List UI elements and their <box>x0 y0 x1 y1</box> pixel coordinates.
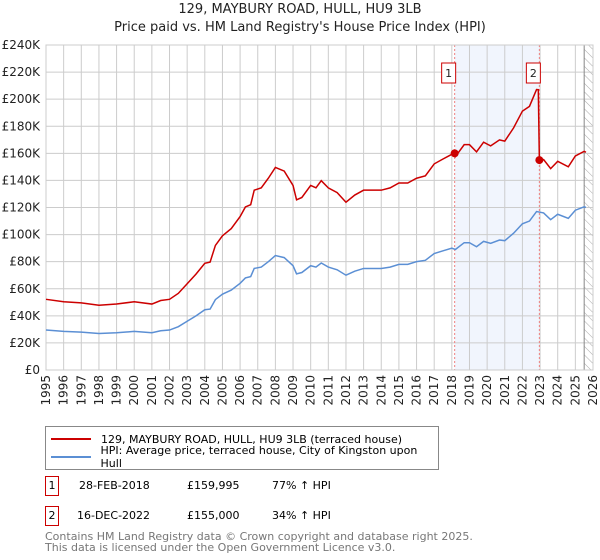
x-tick-label: 2019 <box>462 375 476 406</box>
y-tick-label: £160K <box>2 146 42 160</box>
x-tick-label: 2018 <box>445 375 459 406</box>
x-tick-label: 2024 <box>551 375 565 406</box>
x-tick-label: 2006 <box>233 375 247 406</box>
sale-marker-label: 1 <box>45 476 59 496</box>
x-tick-label: 2017 <box>427 375 441 406</box>
x-tick-label: 2007 <box>251 375 265 406</box>
x-tick-label: 1997 <box>74 375 88 406</box>
property-price-line <box>45 88 587 307</box>
y-tick-label: £60K <box>9 282 41 296</box>
x-tick-label: 2003 <box>180 375 194 406</box>
sale-label: 1 <box>445 67 452 80</box>
y-tick-label: £40K <box>9 309 41 323</box>
sale-point <box>450 149 459 158</box>
x-tick-label: 2014 <box>374 375 388 406</box>
legend-swatch-blue <box>51 456 91 458</box>
legend-label: 129, MAYBURY ROAD, HULL, HU9 3LB (terrac… <box>101 432 403 446</box>
x-tick-label: 2026 <box>586 375 600 406</box>
x-tick-label: 2011 <box>321 375 335 406</box>
y-tick-label: £100K <box>2 228 42 242</box>
x-tick-label: 2001 <box>145 375 159 406</box>
x-tick-label: 2022 <box>515 375 529 406</box>
y-tick-label: £180K <box>2 119 42 133</box>
x-tick-label: 2002 <box>163 375 177 406</box>
legend-item-property: 129, MAYBURY ROAD, HULL, HU9 3LB (terrac… <box>46 431 402 447</box>
y-tick-label: £240K <box>2 38 42 52</box>
sale-date: 16-DEC-2022 <box>77 509 151 522</box>
footer-line: This data is licensed under the Open Gov… <box>45 541 396 554</box>
chart-subtitle: Price paid vs. HM Land Registry's House … <box>114 20 486 35</box>
sale-hpi: 77% ↑ HPI <box>272 479 331 492</box>
y-tick-label: £120K <box>2 201 42 215</box>
x-tick-label: 2008 <box>268 375 282 406</box>
x-tick-label: 2013 <box>357 375 371 406</box>
x-tick-label: 2020 <box>480 375 494 406</box>
x-tick-label: 1999 <box>110 375 124 406</box>
y-tick-label: £200K <box>2 92 42 106</box>
x-tick-label: 2012 <box>339 375 353 406</box>
x-tick-label: 2000 <box>127 375 141 406</box>
legend-swatch-red <box>51 438 91 440</box>
x-tick-label: 2021 <box>498 375 512 406</box>
x-tick-label: 1995 <box>39 375 53 406</box>
sale-label-box <box>441 62 457 84</box>
legend-label: HPI: Average price, terraced house, City… <box>100 444 418 470</box>
x-tick-label: 2016 <box>410 375 424 406</box>
sale-price: £155,000 <box>187 509 240 522</box>
x-tick-label: 2005 <box>215 375 229 406</box>
footer-line: Contains HM Land Registry data © Crown c… <box>45 530 473 543</box>
sale-marker-label: 2 <box>45 506 59 526</box>
x-tick-label: 2010 <box>304 375 318 406</box>
y-tick-label: £20K <box>9 336 41 350</box>
sale-label: 2 <box>530 67 537 80</box>
x-tick-label: 2025 <box>568 375 582 406</box>
x-tick-label: 2004 <box>198 375 212 406</box>
chart-title: 129, MAYBURY ROAD, HULL, HU9 3LB <box>178 2 422 17</box>
y-tick-label: £80K <box>9 255 41 269</box>
x-tick-label: 2015 <box>392 375 406 406</box>
y-tick-label: £220K <box>2 65 42 79</box>
sale-price: £159,995 <box>187 479 240 492</box>
legend-item-hpi: HPI: Average price, terraced house, City… <box>46 444 438 470</box>
x-tick-label: 2023 <box>533 375 547 406</box>
plot-frame <box>45 44 594 371</box>
y-tick-label: £0 <box>25 363 40 377</box>
hpi-line <box>45 206 587 335</box>
x-tick-label: 1998 <box>92 375 106 406</box>
legend: 129, MAYBURY ROAD, HULL, HU9 3LB (terrac… <box>45 426 439 470</box>
plot-area: £0 £20K £40K £60K £80K £100K £120K £140K £160K £1… <box>2 38 600 406</box>
sale-date: 28-FEB-2018 <box>79 479 150 492</box>
sale-point <box>535 156 544 165</box>
footer: Contains HM Land Registry data © Crown c… <box>45 531 473 553</box>
sale-label-box <box>525 62 541 84</box>
sale-hpi: 34% ↑ HPI <box>272 509 331 522</box>
x-tick-label: 1996 <box>57 375 71 406</box>
y-tick-label: £140K <box>2 173 42 187</box>
x-tick-label: 2009 <box>286 375 300 406</box>
